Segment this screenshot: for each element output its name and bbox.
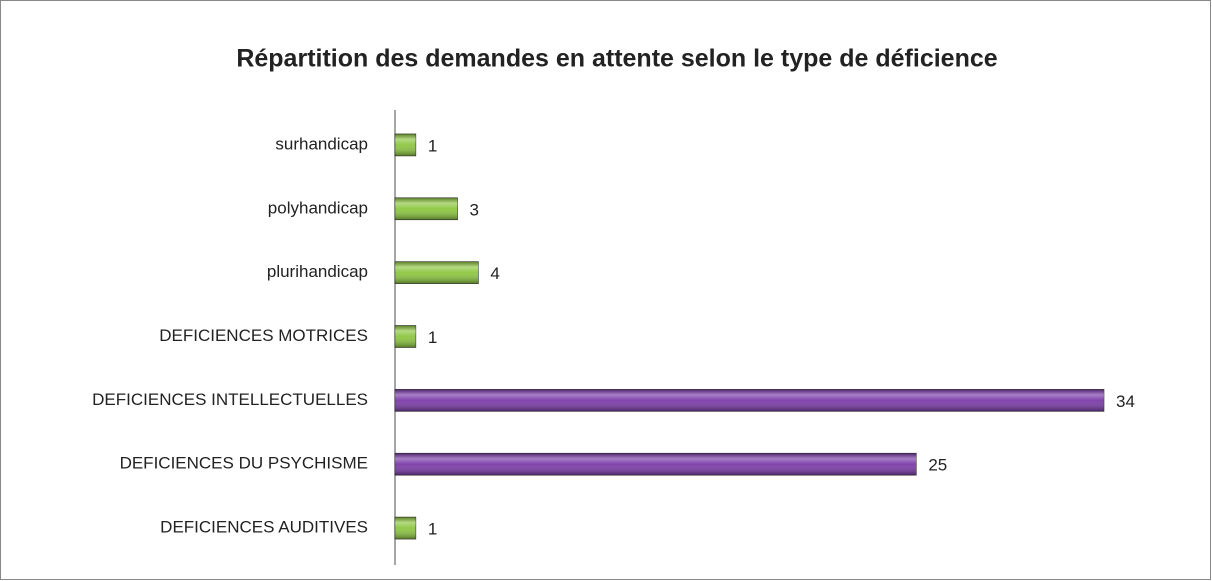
y-tick-label: plurihandicap — [267, 262, 368, 281]
bar-shine — [395, 517, 416, 540]
y-tick-label: surhandicap — [275, 134, 368, 153]
data-label: 3 — [470, 200, 479, 219]
y-tick-label: DEFICIENCES MOTRICES — [159, 326, 368, 345]
bar-shine — [395, 389, 1104, 412]
y-tick-label: DEFICIENCES INTELLECTUELLES — [92, 390, 368, 409]
y-tick-label: DEFICIENCES AUDITIVES — [160, 518, 368, 537]
data-label: 4 — [490, 264, 499, 283]
data-label: 1 — [428, 136, 437, 155]
data-label: 1 — [428, 520, 437, 539]
bar-shine — [395, 133, 416, 156]
data-label: 1 — [428, 328, 437, 347]
y-tick-label: DEFICIENCES DU PSYCHISME — [120, 454, 368, 473]
data-label: 25 — [928, 456, 947, 475]
bar-shine — [395, 325, 416, 348]
data-label: 34 — [1116, 392, 1135, 411]
bar-shine — [395, 261, 479, 284]
bar-shine — [395, 453, 917, 476]
y-tick-label: polyhandicap — [268, 198, 368, 217]
bar-shine — [395, 197, 458, 220]
chart-title: Répartition des demandes en attente selo… — [236, 45, 997, 73]
